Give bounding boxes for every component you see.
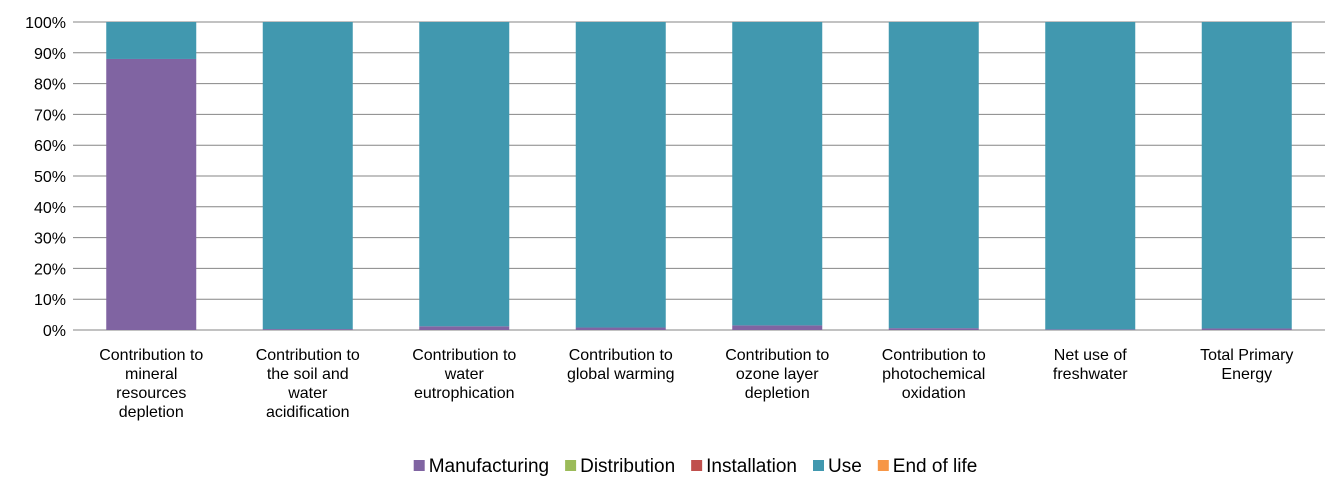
x-category-label: Contribution to global warming — [567, 347, 675, 383]
y-tick-label: 0% — [43, 323, 66, 340]
bars — [106, 22, 1292, 331]
legend-label: Distribution — [580, 456, 675, 477]
y-tick-label: 60% — [34, 138, 66, 155]
x-category-label: Contribution to the soil and water acidific… — [256, 347, 360, 421]
bar-segment-use — [575, 22, 666, 328]
bar-segment-use — [106, 22, 197, 59]
bar-segment-use — [888, 22, 979, 329]
bar-segment-manufacturing — [1201, 328, 1292, 330]
legend-label: Installation — [706, 456, 797, 477]
bar-segment-manufacturing — [1045, 329, 1136, 330]
y-tick-label: 20% — [34, 261, 66, 278]
x-category-label: Contribution to ozone layer depletion — [725, 347, 829, 402]
y-tick-label: 40% — [34, 200, 66, 217]
legend-item: Distribution — [565, 456, 675, 477]
x-axis: Contribution to mineral resources depletion… — [99, 347, 1293, 421]
x-category-label: Net use of freshwater — [1053, 347, 1128, 383]
x-category-label: Contribution to photochemical oxidation — [882, 347, 986, 402]
legend-swatch — [691, 460, 703, 471]
x-category-label: Contribution to mineral resources depletion — [99, 347, 203, 421]
y-axis: 0% 10% 20% 30% 40% 50% 60% 70% 80% 90% 100% — [25, 15, 66, 340]
bar-segment-manufacturing — [888, 328, 979, 330]
x-category-label: Total Primary Energy — [1200, 347, 1293, 383]
legend-item: End of life — [877, 456, 978, 477]
legend-label: Use — [828, 456, 862, 477]
y-tick-label: 10% — [34, 292, 66, 309]
bar-segment-manufacturing — [262, 329, 353, 330]
legend: Manufacturing Distribution Installation Use… — [413, 456, 978, 477]
y-tick-label: 30% — [34, 231, 66, 248]
legend-label: End of life — [893, 456, 978, 477]
y-tick-label: 70% — [34, 107, 66, 124]
legend-item: Installation — [691, 456, 797, 477]
y-tick-label: 90% — [34, 46, 66, 63]
bar-segment-manufacturing — [732, 325, 823, 330]
bar-segment-use — [732, 22, 823, 326]
legend-swatch — [813, 460, 824, 471]
bar-segment-manufacturing — [575, 327, 666, 330]
bar-segment-use — [419, 22, 510, 327]
bar-segment-use — [262, 22, 353, 330]
x-category-label: Contribution to water eutrophication — [412, 347, 516, 402]
bar-segment-use — [1045, 22, 1136, 330]
legend-item: Use — [813, 456, 862, 477]
legend-swatch — [877, 460, 889, 471]
legend-swatch — [565, 460, 577, 471]
legend-item: Manufacturing — [413, 456, 549, 477]
bar-segment-manufacturing — [419, 326, 510, 330]
y-tick-label: 50% — [34, 169, 66, 186]
bar-segment-manufacturing — [106, 58, 197, 331]
y-tick-label: 80% — [34, 77, 66, 94]
legend-swatch — [413, 460, 425, 471]
y-tick-label: 100% — [25, 15, 66, 32]
bar-segment-use — [1201, 22, 1292, 329]
legend-label: Manufacturing — [429, 456, 549, 477]
gridlines — [73, 21, 1325, 331]
